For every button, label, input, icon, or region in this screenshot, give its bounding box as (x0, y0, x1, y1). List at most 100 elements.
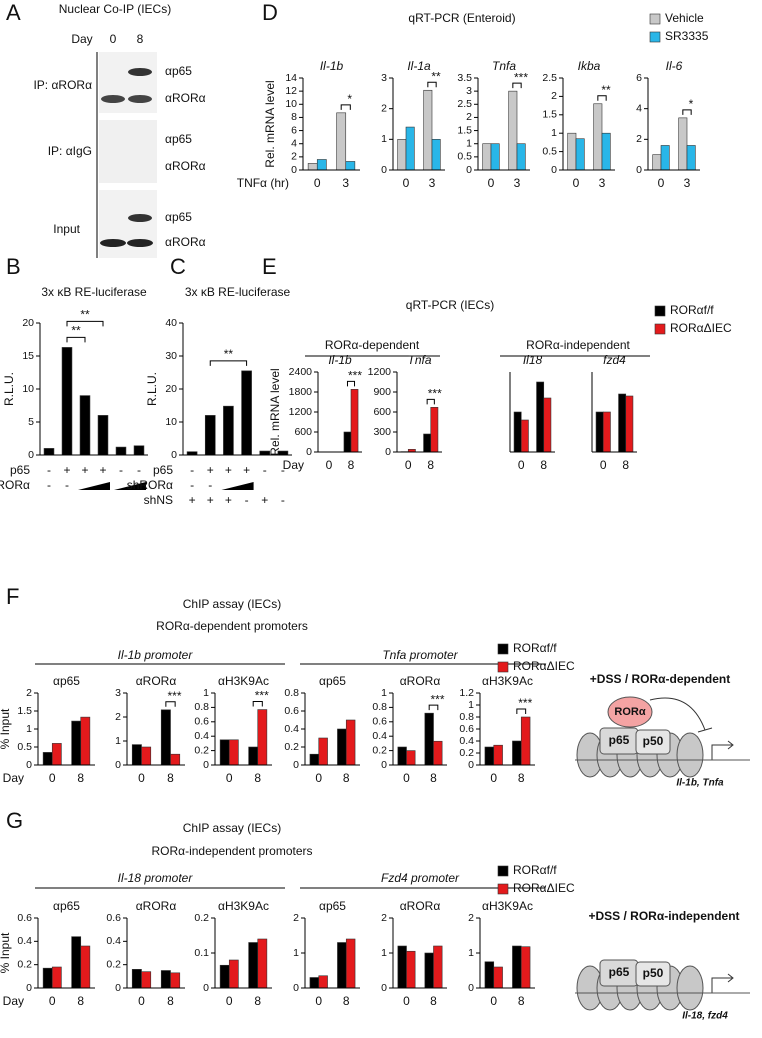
condition-mark: - (65, 478, 69, 492)
subheader: RORα-dependent promoters (156, 619, 308, 633)
bar (131, 969, 142, 989)
condition-mark: - (190, 463, 194, 477)
y-tick-label: 1.5 (457, 124, 472, 136)
y-tick-label: 2 (466, 111, 472, 123)
x-tick-label: 0 (326, 458, 333, 472)
legend-label: SR3335 (665, 29, 709, 43)
y-tick-label: 0.4 (284, 723, 299, 735)
subunit: p65 (609, 965, 630, 979)
significance-label: *** (255, 689, 269, 703)
bar (141, 971, 152, 989)
bar (115, 446, 127, 456)
x-tick-label: 0 (573, 176, 580, 190)
tss-arrow (711, 740, 734, 760)
significance-bracket (66, 320, 104, 327)
diagram-title: +DSS / RORα-dependent (590, 672, 730, 686)
bar (686, 145, 696, 171)
significance-bracket (682, 109, 692, 115)
x-tick-label: 8 (622, 458, 629, 472)
chart-title: αRORα (136, 899, 177, 913)
band (128, 68, 152, 76)
condition-label: p65 (10, 463, 30, 477)
bar (318, 737, 328, 766)
y-tick-label: 0 (381, 759, 387, 771)
y-tick-label: 1 (293, 947, 299, 959)
chart-title: αH3K9Ac (482, 674, 533, 688)
bar (490, 143, 500, 171)
bar (343, 431, 352, 453)
y-tick-label: 0.2 (194, 912, 209, 924)
condition-mark: + (189, 493, 196, 507)
bar (595, 411, 604, 453)
condition-mark: + (207, 493, 214, 507)
y-tick-label: 0.6 (194, 716, 209, 728)
y-tick-label: 2 (381, 102, 387, 114)
subunit: p50 (643, 734, 664, 748)
bar (516, 143, 526, 171)
x-tick-label: 3 (429, 176, 436, 190)
significance-bracket (346, 380, 356, 387)
chart-title: αp65 (319, 674, 346, 688)
condition-mark: - (208, 478, 212, 492)
significance-label: *** (428, 387, 442, 401)
x-tick-label: 8 (427, 458, 434, 472)
inhibition-bar (697, 727, 713, 733)
y-tick-label: 1800 (289, 386, 313, 398)
blot-strip (99, 190, 157, 258)
y-tick-label: 600 (373, 406, 391, 418)
y-tick-label: 3 (115, 687, 121, 699)
y-tick-label: 4 (636, 102, 642, 114)
significance-label: ** (224, 347, 234, 361)
x-tick-label: 3 (599, 176, 606, 190)
bar (493, 744, 503, 766)
y-tick-label: 1 (468, 947, 474, 959)
y-tick-label: 0 (468, 759, 474, 771)
bar (228, 739, 239, 766)
legend-label: RORαΔIEC (513, 659, 575, 673)
significance-label: * (347, 92, 352, 106)
dose-wedge (114, 482, 146, 490)
genes: Il-18, fzd4 (682, 1011, 728, 1022)
chart-title: αH3K9Ac (482, 899, 533, 913)
significance-label: ** (80, 308, 90, 322)
chart-title: 3x κB RE-luciferase (41, 285, 147, 299)
header: qRT-PCR (Enteroid) (408, 11, 515, 25)
y-tick-label: 2400 (289, 366, 313, 378)
y-tick-label: 1.5 (17, 705, 32, 717)
day-label: Day (71, 32, 92, 46)
day: 8 (137, 32, 144, 46)
bar (625, 395, 634, 453)
significance-bracket (426, 398, 435, 405)
bar (406, 750, 416, 766)
x-tick-label: 8 (77, 994, 84, 1008)
y-axis-label: R.L.U. (2, 372, 16, 406)
y-tick-label: 0 (203, 982, 209, 994)
significance-bracket (428, 704, 439, 711)
y-tick-label: 0 (385, 446, 391, 458)
y-tick-label: 0.8 (459, 711, 474, 723)
bar (51, 966, 62, 989)
x-tick-label: 8 (167, 771, 174, 785)
x-tick-label: 3 (342, 176, 349, 190)
x-tick-label: 8 (430, 994, 437, 1008)
ip-group: IP: αIgG (48, 144, 92, 158)
significance-bracket (427, 81, 437, 88)
chart-title: αRORα (136, 674, 177, 688)
panel-label: G (6, 808, 23, 833)
y-tick-label: 0 (381, 164, 387, 176)
condition-mark: - (190, 478, 194, 492)
bar (397, 139, 407, 171)
x-tick-label: 0 (315, 771, 322, 785)
bar (170, 753, 181, 766)
bar (345, 938, 356, 989)
y-tick-label: 2.5 (542, 72, 557, 84)
y-tick-label: 8 (291, 111, 297, 123)
panel-label: A (6, 0, 21, 25)
factor: RORα (614, 706, 645, 718)
y-tick-label: 1 (26, 723, 32, 735)
condition-mark: - (245, 493, 249, 507)
y-axis-label: Rel. mRNA level (263, 80, 277, 167)
x-axis-label: TNFα (hr) (237, 176, 289, 190)
x-tick-label: 0 (403, 994, 410, 1008)
bar (423, 433, 432, 453)
